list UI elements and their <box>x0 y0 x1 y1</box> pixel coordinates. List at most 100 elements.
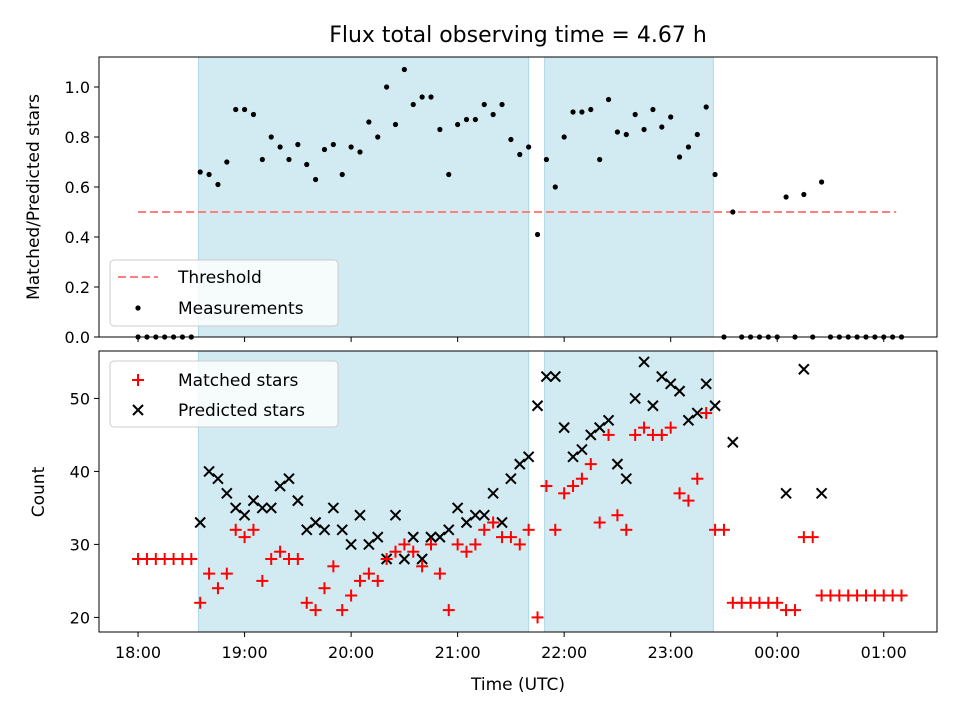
measurement-point <box>197 169 203 175</box>
legend-predicted-swatch <box>132 404 144 416</box>
matched-star-point <box>593 516 606 529</box>
y-tick-label: 0.8 <box>65 128 90 147</box>
predicted-star-point <box>576 443 588 456</box>
matched-star-point <box>700 407 713 420</box>
matched-star-point <box>398 538 411 551</box>
predicted-star-point <box>700 378 712 390</box>
matched-star-point <box>318 582 331 595</box>
count-legend: Matched stars Predicted stars <box>109 360 339 428</box>
predicted-star-point <box>656 370 668 383</box>
matched-star-point <box>460 545 473 558</box>
matched-star-point <box>531 611 544 624</box>
measurement-point <box>339 171 345 178</box>
measurement-point <box>206 171 212 178</box>
predicted-star-point <box>416 553 428 565</box>
measurement-point <box>268 134 274 140</box>
matched-star-point <box>291 553 304 566</box>
matched-star-point <box>771 596 784 609</box>
matched-star-point <box>549 523 562 536</box>
observing-window-2-panel-1 <box>544 56 714 338</box>
matched-star-point <box>425 538 438 551</box>
measurement-point <box>250 111 257 118</box>
predicted-star-point <box>549 370 561 383</box>
measurement-point <box>392 121 399 128</box>
measurement-point <box>579 109 585 115</box>
matched-star-point <box>522 523 535 536</box>
measurement-point <box>428 94 434 100</box>
y-tick-label: 30 <box>70 535 90 554</box>
matched-star-point <box>336 604 349 617</box>
predicted-star-point <box>540 370 553 383</box>
predicted-star-point <box>514 458 526 470</box>
ratio-y-axis-label: Matched/Predicted stars <box>24 94 44 300</box>
measurement-point <box>597 156 603 163</box>
predicted-star-point <box>638 356 650 368</box>
predicted-star-point <box>673 385 686 397</box>
predicted-star-point <box>203 465 215 478</box>
measurement-point <box>650 106 656 113</box>
x-tick-label: 19:00 <box>222 643 268 662</box>
matched-star-point <box>673 487 686 500</box>
matched-star-point <box>664 421 677 434</box>
measurement-point <box>561 134 567 140</box>
count-panel-frame <box>98 350 938 633</box>
predicted-star-point <box>398 553 411 565</box>
measurement-point <box>641 126 647 133</box>
measurement-point <box>552 184 558 190</box>
matched-star-point <box>451 538 464 551</box>
observing-window-2-panel-2 <box>544 350 714 633</box>
predicted-star-point <box>558 421 570 434</box>
measurement-point <box>490 111 496 118</box>
observing-window-bands <box>197 56 714 633</box>
measurement-point <box>712 171 718 178</box>
x-tick-label: 00:00 <box>754 643 800 662</box>
predicted-star-point <box>292 494 304 507</box>
legend-matched-swatch <box>132 374 144 386</box>
matched-star-point <box>504 531 517 544</box>
x-tick-label: 20:00 <box>328 643 374 662</box>
measurement-point <box>286 156 292 163</box>
matched-star-point <box>265 553 278 566</box>
y-tick-label: 0.2 <box>65 278 90 297</box>
matched-star-point <box>513 538 526 551</box>
measurement-point <box>463 116 470 123</box>
measurement-point <box>375 134 381 140</box>
measurement-point <box>614 129 621 135</box>
matched-star-point <box>256 574 269 587</box>
y-tick-label: 40 <box>70 462 90 481</box>
chart-title: Flux total observing time = 4.67 h <box>329 23 707 48</box>
predicted-star-point <box>727 436 739 448</box>
matched-star-point <box>185 553 198 566</box>
measurement-point <box>668 114 674 120</box>
matched-star-point <box>478 523 491 536</box>
matched-star-point <box>717 523 730 536</box>
predicted-star-point <box>238 509 251 521</box>
predicted-star-point <box>691 407 704 419</box>
matched-star-point <box>238 531 251 544</box>
y-tick-label: 1.0 <box>65 78 90 97</box>
measurement-point <box>401 66 407 73</box>
y-tick-label: 0.4 <box>65 228 90 247</box>
predicted-star-point <box>247 494 260 507</box>
predicted-star-point <box>487 487 499 500</box>
predicted-star-point <box>221 487 233 500</box>
measurement-point <box>224 159 230 165</box>
matched-star-point <box>274 545 287 558</box>
x-tick-label: 21:00 <box>435 643 481 662</box>
matched-star-point <box>211 582 224 595</box>
predicted-star-point <box>815 487 828 500</box>
measurement-point <box>517 151 523 158</box>
measurement-point <box>348 144 354 150</box>
matched-star-point <box>300 596 313 609</box>
count-y-axis-label: Count <box>29 466 49 517</box>
predicted-star-point <box>505 473 517 485</box>
measurement-point <box>508 136 514 143</box>
measurement-point <box>410 101 416 108</box>
measurement-point <box>472 116 478 123</box>
predicted-star-point <box>230 502 242 514</box>
legend-measurements-label: Measurements <box>178 299 304 319</box>
matched-star-point <box>540 480 553 493</box>
matched-star-point <box>389 545 402 558</box>
measurement-point <box>605 96 612 103</box>
matched-star-point <box>655 428 668 441</box>
